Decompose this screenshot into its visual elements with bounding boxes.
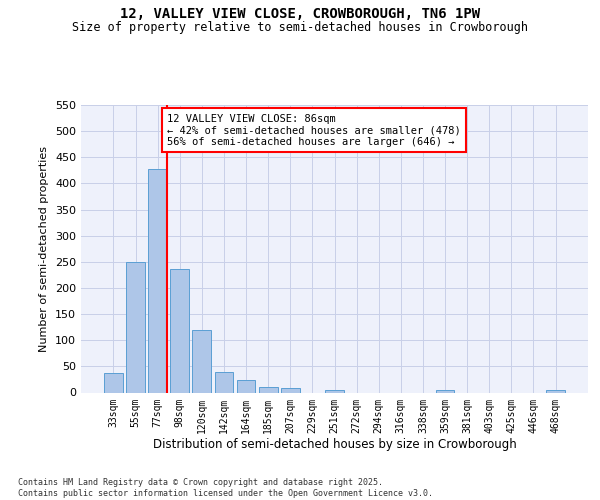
Y-axis label: Number of semi-detached properties: Number of semi-detached properties bbox=[40, 146, 49, 352]
Bar bbox=[193, 330, 211, 392]
Bar bbox=[148, 169, 167, 392]
Bar bbox=[170, 268, 189, 392]
Bar bbox=[215, 372, 233, 392]
Bar bbox=[104, 372, 123, 392]
Bar bbox=[259, 388, 278, 392]
Text: 12 VALLEY VIEW CLOSE: 86sqm
← 42% of semi-detached houses are smaller (478)
56% : 12 VALLEY VIEW CLOSE: 86sqm ← 42% of sem… bbox=[167, 114, 461, 147]
Bar bbox=[546, 390, 565, 392]
Bar bbox=[126, 262, 145, 392]
Text: Size of property relative to semi-detached houses in Crowborough: Size of property relative to semi-detach… bbox=[72, 21, 528, 34]
Bar bbox=[281, 388, 299, 392]
Text: Contains HM Land Registry data © Crown copyright and database right 2025.
Contai: Contains HM Land Registry data © Crown c… bbox=[18, 478, 433, 498]
Bar bbox=[436, 390, 454, 392]
Bar bbox=[236, 380, 256, 392]
X-axis label: Distribution of semi-detached houses by size in Crowborough: Distribution of semi-detached houses by … bbox=[152, 438, 517, 451]
Bar bbox=[325, 390, 344, 392]
Text: 12, VALLEY VIEW CLOSE, CROWBOROUGH, TN6 1PW: 12, VALLEY VIEW CLOSE, CROWBOROUGH, TN6 … bbox=[120, 8, 480, 22]
